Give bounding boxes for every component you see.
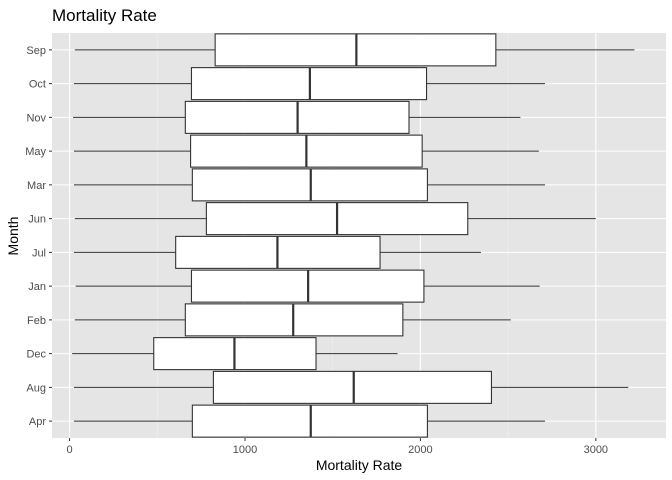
x-axis: 0 1000 2000 3000 (66, 438, 608, 456)
plot-panel (52, 33, 666, 438)
y-tick-label: May (25, 146, 46, 158)
y-tick-label: Apr (29, 416, 46, 428)
box-jan (75, 269, 540, 303)
box-iqr (212, 370, 492, 404)
x-axis-title: Mortality Rate (316, 457, 403, 473)
y-tick-label: Mar (27, 180, 46, 192)
box-jun (74, 202, 596, 236)
box-may (73, 134, 539, 168)
y-tick-label: Jul (32, 247, 46, 259)
x-tick-label: 0 (66, 444, 72, 456)
box-sep (74, 33, 635, 67)
y-tick-label: Nov (26, 112, 46, 124)
y-tick-label: Aug (26, 382, 46, 394)
box-jul (73, 235, 481, 269)
box-nov (73, 100, 521, 134)
box-mar (73, 168, 545, 202)
box-feb (74, 303, 511, 337)
box-dec (72, 337, 398, 371)
y-tick-label: Sep (26, 45, 46, 57)
y-tick-label: Feb (27, 315, 46, 327)
y-tick-label: Dec (26, 349, 46, 361)
y-axis-title: Month (5, 217, 21, 256)
box-apr (73, 404, 545, 438)
chart-title: Mortality Rate (52, 6, 157, 25)
x-tick-label: 3000 (584, 444, 608, 456)
y-tick-label: Jun (28, 214, 46, 226)
x-tick-label: 1000 (233, 444, 257, 456)
x-tick-label: 2000 (408, 444, 432, 456)
box-oct (73, 67, 545, 101)
boxes (72, 33, 635, 438)
y-tick-label: Oct (29, 79, 46, 91)
y-axis: Apr Aug Dec Feb Jan Jul Jun Mar May Nov Oct Sep (25, 45, 52, 428)
y-tick-label: Jan (28, 281, 46, 293)
box-aug (73, 370, 629, 404)
